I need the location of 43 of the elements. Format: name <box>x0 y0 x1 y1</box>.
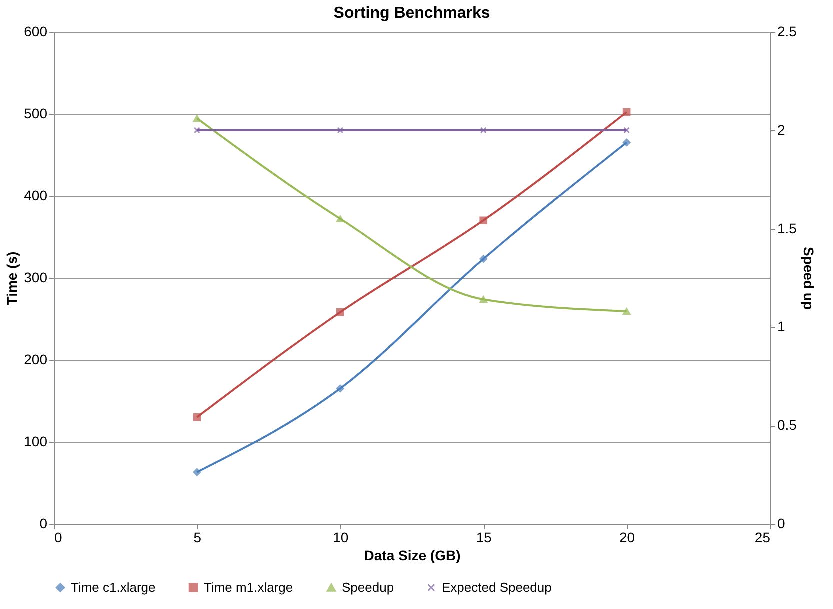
y2-axis-title: Speed up <box>800 246 817 310</box>
y-tick-label: 300 <box>24 270 48 286</box>
y2-tick-label: 1.5 <box>778 220 798 236</box>
legend-label: Speedup <box>342 580 394 595</box>
chart-title: Sorting Benchmarks <box>334 5 490 22</box>
y2-tick-label: 2 <box>778 122 786 138</box>
point <box>193 468 202 476</box>
x-tick-label: 20 <box>620 530 636 546</box>
y-tick-label: 100 <box>24 434 48 450</box>
y2-tick-label: 2.5 <box>778 24 798 40</box>
y2-tick-label: 0.5 <box>778 417 798 434</box>
point <box>622 138 631 147</box>
y-tick-label: 600 <box>24 24 48 40</box>
point <box>193 115 202 122</box>
legend-label: Time m1.xlarge <box>204 580 294 595</box>
y-tick-label: 500 <box>24 106 48 122</box>
x-tick-label: 0 <box>54 530 62 546</box>
y-tick-label: 400 <box>24 188 48 204</box>
y2-tick-label: 1 <box>778 318 786 335</box>
point <box>480 216 488 225</box>
point <box>194 127 200 134</box>
point <box>337 127 344 134</box>
point <box>622 108 631 116</box>
point <box>480 127 487 134</box>
legend-label: Time c1.xlarge <box>71 580 156 595</box>
y-tick-label: 0 <box>40 516 48 532</box>
x-tick-label: 25 <box>754 530 771 546</box>
point <box>480 296 488 304</box>
y2-tick-label: 0 <box>778 516 786 532</box>
legend-label: Expected Speedup <box>442 580 552 595</box>
point <box>336 308 344 316</box>
x-tick-label: 15 <box>476 530 492 546</box>
point <box>193 413 202 422</box>
x-tick-label: 5 <box>194 530 202 546</box>
point <box>336 215 344 222</box>
point <box>622 308 631 315</box>
x-tick-label: 10 <box>333 530 349 546</box>
point <box>480 255 488 264</box>
y-tick-label: 200 <box>24 352 48 368</box>
point <box>336 384 344 393</box>
y-axis-title: Time (s) <box>4 252 20 306</box>
x-axis-title: Data Size (GB) <box>364 548 461 564</box>
point <box>624 127 630 134</box>
